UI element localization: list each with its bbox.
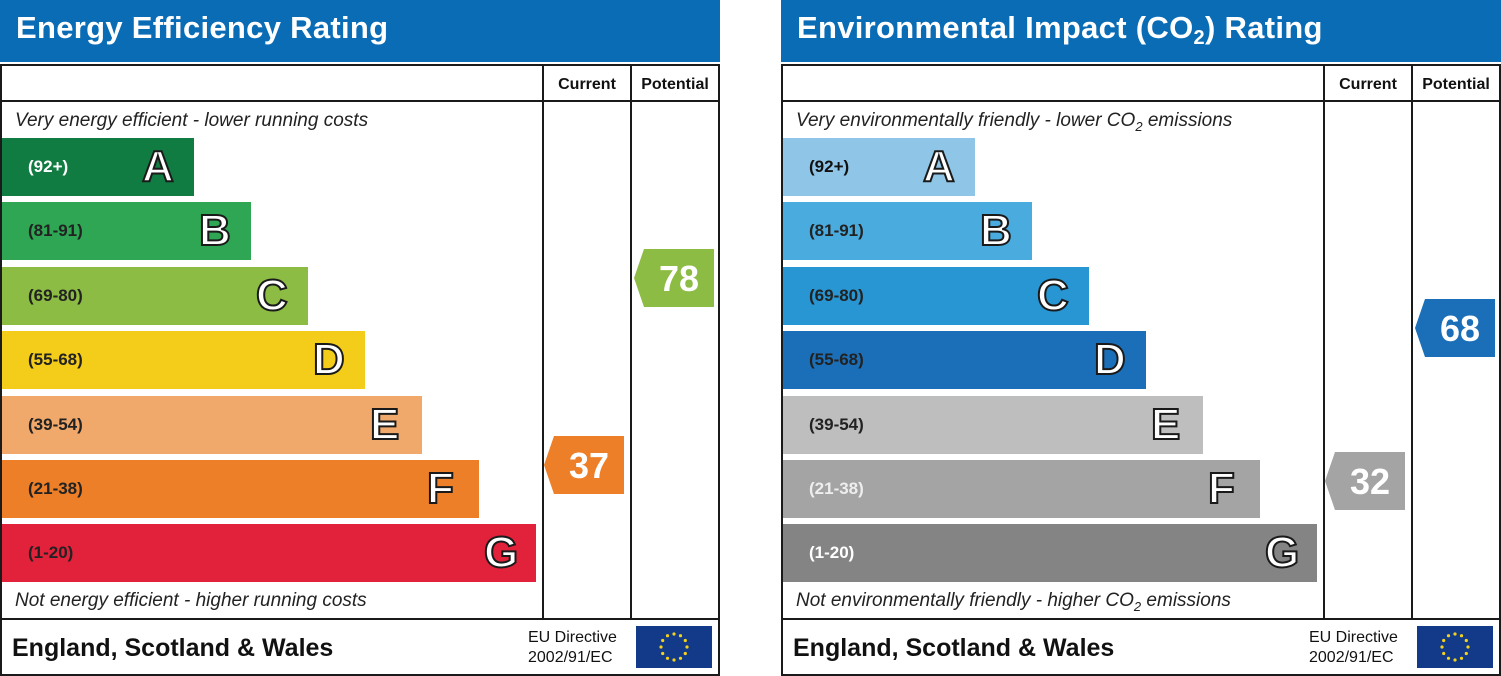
country-label: England, Scotland & Wales [12, 634, 334, 662]
divider [2, 618, 718, 620]
eu-directive-line1: EU Directive [528, 629, 617, 646]
potential-column-header: Potential [1422, 76, 1490, 93]
band-range-label: (81-91) [809, 221, 864, 241]
band-range-label: (1-20) [809, 543, 855, 563]
band-letter-label: E [369, 399, 400, 450]
band-b: (81-91) B [2, 202, 251, 261]
band-range-label: (21-38) [28, 479, 83, 498]
energy-title-bar: Energy Efficiency Rating [0, 0, 720, 62]
country-label: England, Scotland & Wales [793, 634, 1115, 662]
band-f: (21-38) F [2, 460, 479, 518]
band-e: (39-54) E [783, 395, 1203, 454]
current-rating-arrow: 37 [544, 436, 624, 494]
current-rating-value: 37 [568, 445, 610, 486]
band-range-label: (39-54) [809, 414, 864, 434]
band-d: (55-68) D [783, 331, 1146, 390]
band-letter-label: C [255, 270, 289, 321]
divider [630, 66, 632, 618]
current-rating-arrow: 32 [1325, 452, 1405, 510]
band-letter-label: F [426, 463, 455, 514]
band-range-label: (81-91) [28, 221, 83, 241]
potential-rating-value: 68 [1439, 308, 1481, 350]
divider [783, 618, 1499, 620]
divider [2, 100, 718, 102]
band-g: (1-20) G [2, 524, 536, 583]
band-range-label: (55-68) [28, 350, 83, 370]
potential-rating-arrow: 68 [1415, 299, 1495, 358]
band-letter-label: A [141, 141, 175, 192]
band-range-label: (69-80) [809, 285, 864, 305]
band-range-label: (1-20) [28, 543, 74, 563]
energy-efficiency-panel: Energy Efficiency Rating Current Potenti… [0, 0, 720, 676]
potential-rating-arrow: 78 [634, 248, 714, 307]
band-f: (21-38) F [783, 460, 1260, 518]
band-letter-label: B [979, 205, 1013, 256]
band-letter-label: B [198, 205, 232, 256]
band-letter-label: G [483, 527, 519, 578]
band-letter-label: E [1150, 399, 1181, 450]
band-range-label: (55-68) [809, 350, 864, 370]
bottom-caption: Not environmentally friendly - higher CO… [796, 590, 1231, 614]
energy-title: Energy Efficiency Rating [16, 10, 389, 45]
band-letter-label: A [922, 141, 956, 192]
co2-bands: (92+) A (81-91) B (69-80) C (55-68) D (39-54) E (2… [783, 138, 1323, 588]
current-rating-value: 32 [1349, 461, 1391, 502]
eu-directive-line1: EU Directive [1309, 629, 1398, 646]
divider [1411, 66, 1413, 618]
band-letter-label: D [1093, 334, 1127, 385]
current-column-header: Current [558, 76, 616, 93]
band-b: (81-91) B [783, 202, 1032, 261]
eu-directive-line2: 2002/91/EC [528, 649, 613, 666]
eu-directive-label: EU Directive 2002/91/EC [1309, 628, 1398, 668]
potential-column-header: Potential [641, 76, 709, 93]
band-c: (69-80) C [783, 266, 1089, 325]
eu-flag-icon [1417, 626, 1493, 668]
top-caption: Very environmentally friendly - lower CO… [796, 110, 1233, 134]
band-a: (92+) A [2, 138, 194, 196]
band-c: (69-80) C [2, 266, 308, 325]
band-range-label: (39-54) [28, 414, 83, 434]
potential-rating-value: 78 [658, 257, 700, 299]
band-e: (39-54) E [2, 395, 422, 454]
band-range-label: (69-80) [28, 285, 83, 305]
eu-flag-icon [636, 626, 712, 668]
current-column-header: Current [1339, 76, 1397, 93]
energy-bands: (92+) A (81-91) B (69-80) C (55-68) D (39-54) E (2… [2, 138, 542, 588]
band-range-label: (92+) [809, 157, 850, 176]
divider [542, 66, 544, 618]
divider [783, 100, 1499, 102]
co2-chart-frame: Current Potential Very environmentally f… [781, 64, 1501, 676]
bottom-caption: Not energy efficient - higher running co… [15, 590, 367, 611]
energy-chart-frame: Current Potential Very energy efficient … [0, 64, 720, 676]
band-range-label: (92+) [28, 157, 69, 176]
band-d: (55-68) D [2, 331, 365, 390]
divider [1323, 66, 1325, 618]
co2-title-bar: Environmental Impact (CO2) Rating [781, 0, 1501, 62]
band-letter-label: F [1207, 463, 1236, 514]
band-letter-label: D [312, 334, 346, 385]
eu-directive-line2: 2002/91/EC [1309, 649, 1394, 666]
environmental-impact-panel: Environmental Impact (CO2) Rating Curren… [781, 0, 1501, 676]
band-g: (1-20) G [783, 524, 1317, 583]
top-caption: Very energy efficient - lower running co… [15, 110, 369, 131]
band-range-label: (21-38) [809, 479, 864, 498]
band-letter-label: G [1264, 527, 1300, 578]
band-letter-label: C [1036, 270, 1070, 321]
eu-directive-label: EU Directive 2002/91/EC [528, 628, 617, 668]
co2-title: Environmental Impact (CO2) Rating [797, 10, 1323, 49]
band-a: (92+) A [783, 138, 975, 196]
